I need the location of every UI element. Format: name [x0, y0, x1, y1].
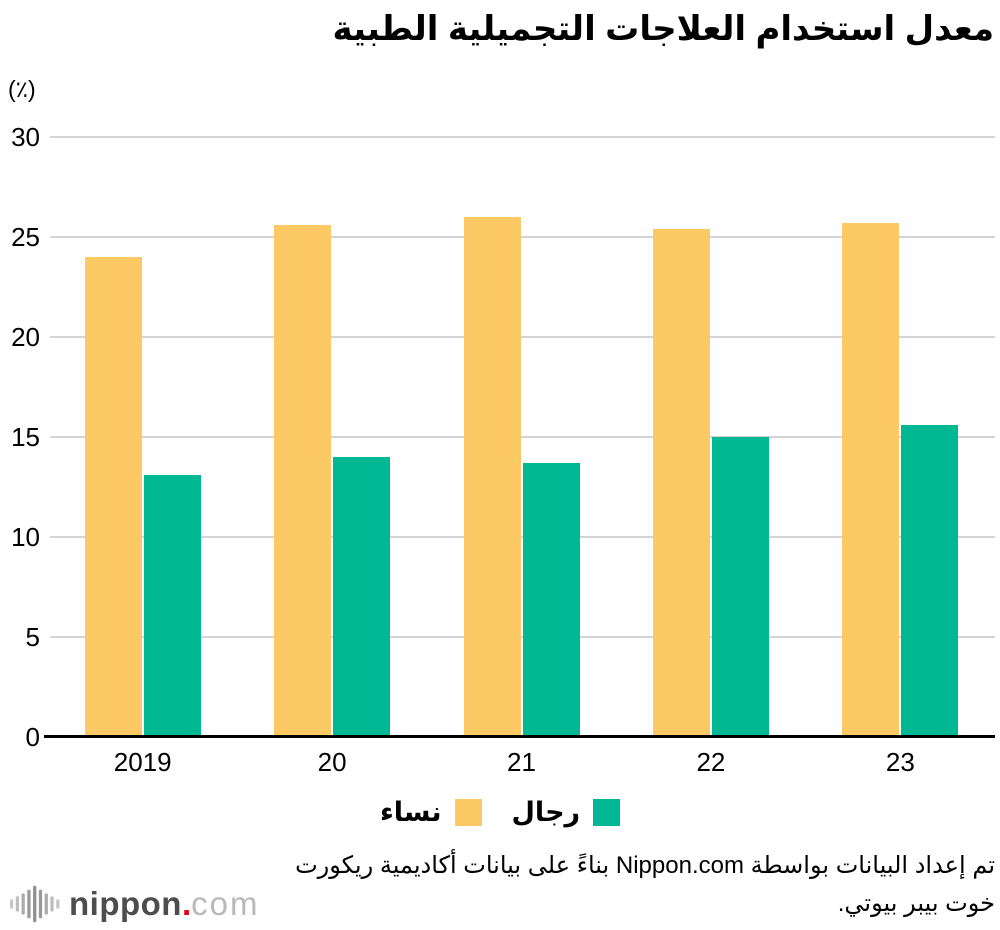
bar-group-21 [427, 137, 616, 737]
y-axis-unit-label: (٪) [8, 76, 36, 102]
y-tick-30: 30 [11, 122, 40, 152]
bar-groups [48, 137, 995, 737]
x-label-22: 22 [696, 747, 726, 777]
source-note-line-1: تم إعداد البيانات بواسطة Nippon.com بناء… [295, 852, 995, 879]
bar-group-23 [806, 137, 995, 737]
bar-men-21 [522, 463, 580, 737]
y-tick-0: 0 [25, 722, 40, 752]
x-label-23: 23 [885, 747, 915, 777]
legend-label-women: نساء [379, 797, 442, 827]
x-label-2019: 2019 [113, 747, 172, 777]
nippon-logo-icon [10, 885, 60, 923]
bar-women-23 [842, 223, 900, 737]
legend-swatch-women [454, 799, 482, 826]
bar-women-21 [463, 217, 521, 737]
source-note-line-2: خوت بيبر بيوتي. [837, 890, 995, 917]
bar-group-20 [237, 137, 426, 737]
y-axis-ticks: 0 5 10 15 20 25 30 [0, 124, 40, 750]
bar-men-22 [711, 437, 769, 737]
legend-label-men: رجال [511, 797, 581, 827]
legend: رجال نساء [0, 797, 1000, 828]
bar-men-2019 [143, 475, 201, 737]
gridline-20 [50, 336, 995, 338]
gridline-25 [50, 236, 995, 238]
nippon-logo-red-dot: . [181, 885, 192, 922]
gridline-30 [50, 136, 995, 138]
y-tick-10: 10 [11, 522, 40, 552]
nippon-logo-tld: com [191, 885, 260, 922]
plot-area [44, 136, 995, 738]
y-tick-25: 25 [11, 222, 40, 252]
bar-men-23 [901, 425, 959, 737]
gridline-15 [50, 436, 995, 438]
source-note: تم إعداد البيانات بواسطة Nippon.com بناء… [240, 847, 995, 923]
x-label-21: 21 [507, 747, 536, 777]
nippon-logo-text: nippon.com [69, 885, 259, 923]
y-tick-5: 5 [25, 622, 40, 652]
bar-men-20 [333, 457, 391, 737]
gridline-10 [50, 536, 995, 538]
bar-group-2019 [48, 137, 237, 737]
x-label-20: 20 [317, 747, 347, 777]
legend-swatch-men [593, 799, 621, 826]
gridline-5 [50, 636, 995, 638]
nippon-logo-name: nippon [69, 885, 182, 922]
x-axis-line [44, 735, 995, 738]
bar-women-22 [652, 229, 710, 737]
nippon-logo: nippon.com [10, 884, 259, 924]
bar-women-20 [274, 225, 332, 737]
y-tick-20: 20 [11, 322, 40, 352]
y-tick-15: 15 [11, 422, 40, 452]
legend-item-men: رجال [512, 797, 621, 828]
legend-item-women: نساء [380, 797, 482, 828]
x-axis-labels: 2019 20 21 22 23 [48, 747, 995, 778]
bar-women-2019 [84, 257, 142, 737]
bar-group-22 [616, 137, 805, 737]
chart-title: معدل استخدام العلاجات التجميلية الطبية [332, 10, 995, 48]
